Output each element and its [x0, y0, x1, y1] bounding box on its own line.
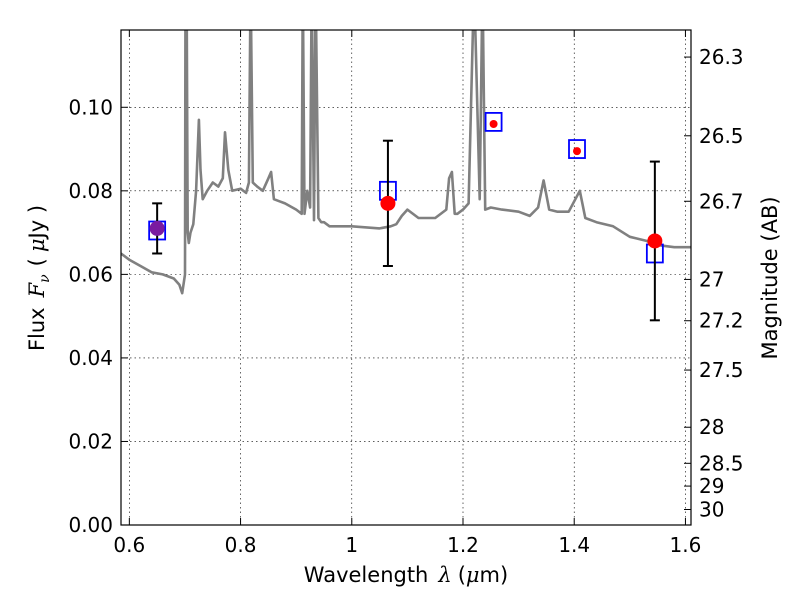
mag-tick-label: 28.5 [699, 451, 744, 475]
y-axis-label: FluxFν(μJy ) [25, 205, 53, 351]
plot-frame [120, 29, 692, 526]
grid-layer [121, 30, 691, 525]
x-tick-label: 1.6 [670, 533, 702, 557]
mag-tick-label: 26.3 [699, 45, 744, 69]
observed-point [573, 147, 581, 156]
x-axis-label: Wavelength λ (μm) [304, 563, 508, 587]
axis-layer: 0.6 0.8 1 1.2 1.4 1.6 0.00 0.02 0.04 0.06 0.08 0.10… [68, 30, 744, 557]
model-photometry-box [484, 111, 503, 132]
y-tick-label: 0.00 [68, 513, 113, 537]
data-layer [121, 30, 691, 322]
y-tick-label: 0.02 [68, 429, 113, 453]
y-tick-label: 0.06 [68, 262, 113, 286]
observed-point [380, 195, 396, 211]
x-tick-label: 1.2 [447, 533, 479, 557]
x-tick-label: 1.4 [558, 533, 590, 557]
y2-axis-label: Magnitude (AB) [758, 196, 782, 359]
mag-tick-label: 27 [699, 267, 724, 291]
mag-tick-label: 30 [699, 498, 724, 522]
observed-point [489, 119, 498, 128]
mag-tick-label: 27.2 [699, 309, 744, 333]
mag-tick-label: 27.5 [699, 358, 744, 382]
y-tick-label: 0.10 [68, 95, 113, 119]
y-tick-label: 0.08 [68, 179, 113, 203]
mag-tick-label: 26.5 [699, 124, 744, 148]
mag-tick-label: 28 [699, 415, 724, 439]
mag-tick-label: 29 [699, 474, 724, 498]
x-tick-label: 1 [345, 533, 358, 557]
observed-point [647, 233, 663, 249]
y-tick-label: 0.04 [68, 346, 113, 370]
x-tick-label: 0.6 [113, 533, 145, 557]
mag-tick-label: 26.7 [699, 189, 744, 213]
model-spectrum-line [121, 30, 691, 295]
model-photometry-box [568, 139, 586, 159]
x-tick-label: 0.8 [225, 533, 257, 557]
observed-point [149, 220, 165, 236]
